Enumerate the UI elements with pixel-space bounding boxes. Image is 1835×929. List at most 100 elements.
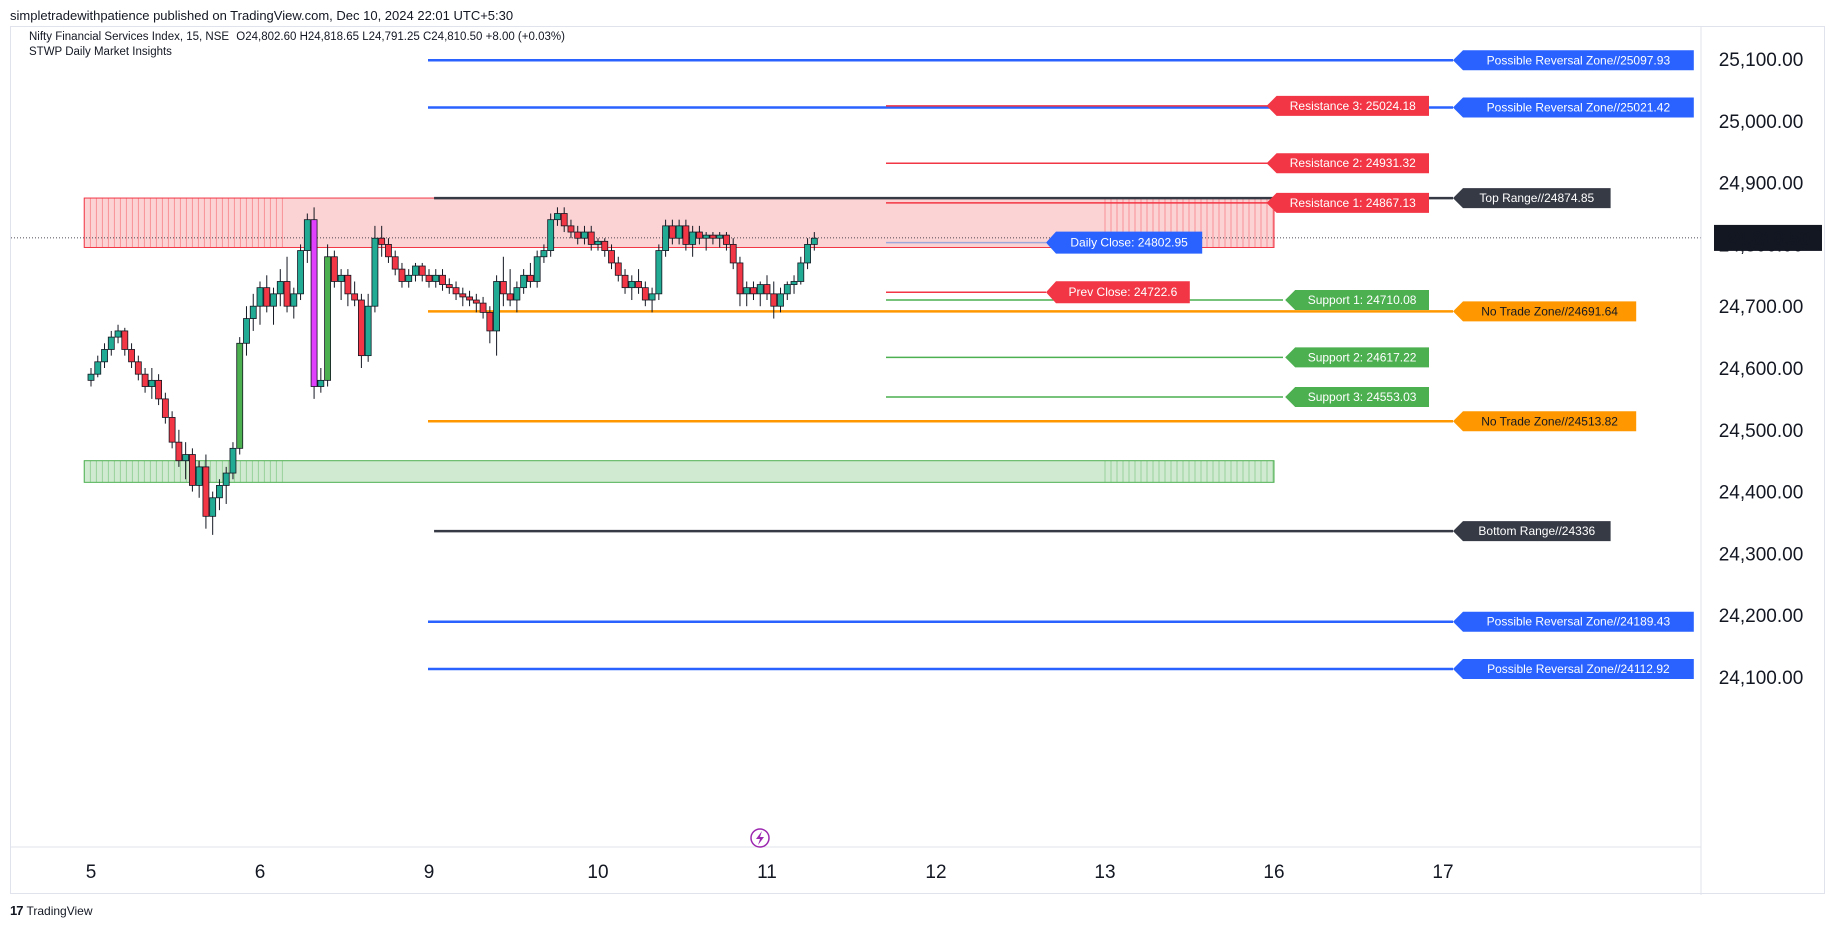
candle bbox=[351, 281, 359, 307]
candle-body bbox=[723, 234, 730, 245]
sr-text-0: Resistance 3: 25024.18 bbox=[1290, 99, 1416, 113]
tradingview-brand: TradingView bbox=[26, 903, 93, 918]
candle bbox=[229, 442, 237, 480]
candle-body bbox=[297, 250, 304, 295]
candle-body bbox=[385, 243, 392, 258]
candle bbox=[723, 232, 730, 251]
chart-frame[interactable]: Possible Reversal Zone//25097.93 Possible… bbox=[10, 26, 1826, 895]
candle-body bbox=[175, 441, 183, 462]
candle-body bbox=[452, 287, 460, 295]
candle bbox=[222, 466, 230, 504]
candle bbox=[560, 207, 568, 233]
candle bbox=[668, 219, 676, 245]
candle bbox=[364, 293, 372, 362]
candle bbox=[621, 269, 629, 294]
candle-body bbox=[533, 256, 541, 282]
candle bbox=[696, 225, 703, 245]
lightning-glyph bbox=[756, 831, 764, 845]
chart-canvas[interactable]: Possible Reversal Zone//25097.93 Possible… bbox=[11, 27, 1826, 895]
level-label-1: Possible Reversal Zone//25021.42 bbox=[1453, 97, 1694, 118]
candle-body bbox=[486, 311, 494, 332]
candle bbox=[702, 232, 710, 251]
candle-body bbox=[351, 293, 359, 301]
candle-body bbox=[121, 330, 129, 350]
candle bbox=[263, 275, 271, 313]
candle bbox=[614, 256, 622, 282]
tradingview-logo-icon: 17 bbox=[10, 903, 24, 918]
candle bbox=[391, 250, 399, 276]
daily_close-tag bbox=[1046, 231, 1203, 254]
candle bbox=[439, 269, 446, 291]
candle-body bbox=[554, 213, 561, 221]
candle-body bbox=[270, 293, 277, 307]
price-tick-label: 25,100.00 bbox=[1719, 50, 1804, 71]
price-tick-label: 25,000.00 bbox=[1719, 112, 1804, 133]
daily_close-text: Daily Close: 24802.95 bbox=[1070, 236, 1188, 250]
candle-body bbox=[357, 299, 365, 357]
sr-label-3: Support 1: 24710.08 bbox=[1285, 289, 1429, 310]
candle bbox=[357, 293, 365, 368]
candle-body bbox=[378, 237, 386, 245]
candle-body bbox=[229, 447, 237, 474]
candle-body bbox=[790, 281, 798, 285]
candle bbox=[783, 281, 791, 301]
candle-body bbox=[459, 293, 467, 298]
candle-body bbox=[702, 234, 710, 239]
candle-body bbox=[587, 231, 595, 245]
candle-body bbox=[425, 274, 433, 282]
candle bbox=[398, 262, 406, 288]
sr-label-4: Support 2: 24617.22 bbox=[1285, 347, 1429, 368]
candle-body bbox=[810, 237, 818, 245]
candle bbox=[628, 275, 636, 301]
candle-body bbox=[256, 287, 264, 307]
candle bbox=[303, 213, 311, 263]
candle bbox=[141, 368, 149, 393]
level-label-7: Possible Reversal Zone//24112.92 bbox=[1453, 659, 1694, 680]
candle bbox=[472, 293, 480, 313]
candle bbox=[587, 225, 595, 251]
symbol-header: Nifty Financial Services Index, 15, NSE … bbox=[29, 31, 565, 43]
candle bbox=[216, 479, 223, 511]
symbol-title: Nifty Financial Services Index, 15, NSE bbox=[29, 31, 230, 43]
level-text-0: Possible Reversal Zone//25097.93 bbox=[1487, 53, 1671, 67]
level-text-5: Bottom Range//24336 bbox=[1478, 524, 1595, 538]
level-tag-2 bbox=[1453, 188, 1611, 209]
candle-body bbox=[222, 472, 230, 486]
candle-body bbox=[479, 302, 487, 313]
time-tick-label: 16 bbox=[1263, 862, 1284, 883]
candle-body bbox=[777, 293, 784, 307]
sr-label-2: Resistance 1: 24867.13 bbox=[1266, 192, 1429, 213]
candle-body bbox=[216, 485, 223, 499]
sr-tag-5 bbox=[1285, 387, 1429, 408]
time-tick-label: 10 bbox=[587, 862, 608, 883]
candle bbox=[385, 238, 392, 263]
lightning-event-icon[interactable] bbox=[750, 828, 770, 848]
level-text-2: Top Range//24874.85 bbox=[1479, 191, 1594, 205]
current-price-badge: 24,810.50 bbox=[1714, 224, 1822, 251]
candle bbox=[432, 269, 440, 288]
candle-body bbox=[337, 274, 345, 282]
candle-body bbox=[141, 373, 149, 387]
level-text-3: No Trade Zone//24691.64 bbox=[1481, 304, 1618, 318]
sr-label-1: Resistance 2: 24931.32 bbox=[1266, 153, 1429, 174]
price-tick-label: 24,300.00 bbox=[1719, 544, 1804, 565]
tradingview-footer[interactable]: 17 TradingView bbox=[10, 903, 93, 918]
candle-body bbox=[128, 349, 135, 363]
candle-body bbox=[729, 243, 737, 264]
level-text-4: No Trade Zone//24513.82 bbox=[1481, 414, 1618, 428]
candle bbox=[506, 269, 514, 307]
candle-body bbox=[493, 281, 501, 332]
price-tick-label: 24,200.00 bbox=[1719, 606, 1804, 627]
candle bbox=[567, 219, 575, 239]
candle bbox=[418, 262, 426, 282]
price-tick-label: 24,400.00 bbox=[1719, 483, 1804, 504]
candle bbox=[270, 287, 277, 325]
candle bbox=[371, 225, 379, 313]
candle bbox=[513, 281, 521, 313]
sr-tag-2 bbox=[1266, 192, 1429, 213]
prev_close-label: Prev Close: 24722.6 bbox=[1046, 281, 1190, 304]
level-text-6: Possible Reversal Zone//24189.43 bbox=[1487, 615, 1671, 629]
time-tick-label: 12 bbox=[925, 862, 946, 883]
candle-body bbox=[743, 287, 751, 295]
candle-body bbox=[202, 466, 210, 517]
